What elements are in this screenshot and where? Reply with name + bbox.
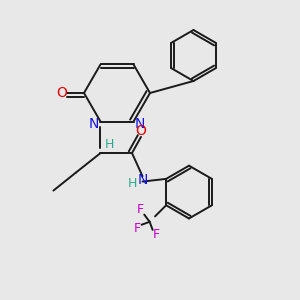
- Text: N: N: [89, 117, 99, 131]
- Text: N: N: [135, 117, 145, 131]
- Text: F: F: [137, 203, 144, 216]
- Text: O: O: [56, 86, 67, 100]
- Text: F: F: [153, 228, 160, 241]
- Text: N: N: [137, 173, 148, 187]
- Text: H: H: [127, 177, 137, 190]
- Text: F: F: [134, 222, 141, 235]
- Text: O: O: [136, 124, 146, 139]
- Text: H: H: [105, 138, 114, 151]
